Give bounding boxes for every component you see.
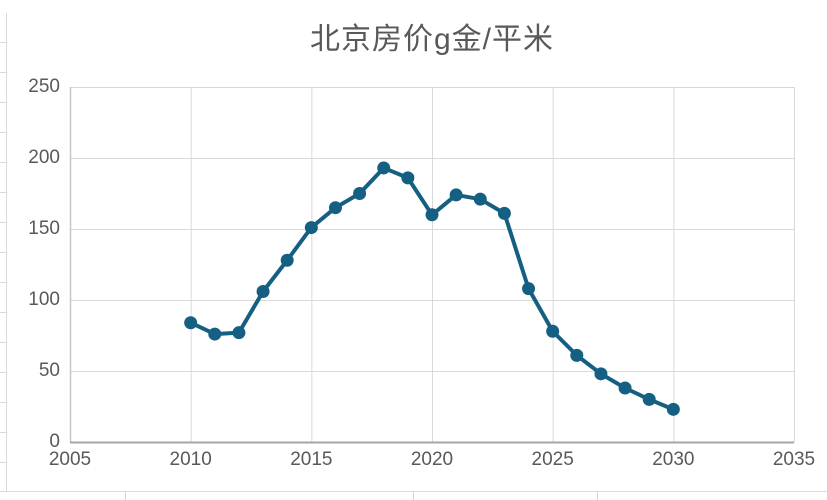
- data-point-marker[interactable]: [570, 348, 584, 362]
- x-axis-tick-label: 2030: [652, 449, 695, 470]
- y-axis-tick-label: 50: [38, 360, 60, 381]
- sheet-column-gridline: [597, 492, 598, 500]
- data-point-marker[interactable]: [642, 392, 656, 406]
- sheet-bottom-gridline: [0, 491, 827, 500]
- data-point-marker[interactable]: [328, 201, 342, 215]
- x-axis-tick-label: 2005: [48, 449, 92, 470]
- data-point-marker[interactable]: [353, 187, 367, 200]
- x-axis-tick-label: 2035: [772, 449, 816, 470]
- data-point-marker[interactable]: [449, 188, 463, 202]
- y-axis-tick-label: 100: [28, 289, 60, 310]
- sheet-row-gridlines: [0, 13, 7, 492]
- sheet-column-gridline: [125, 492, 126, 500]
- data-point-marker[interactable]: [377, 161, 391, 175]
- y-axis-tick-label: 0: [49, 431, 60, 452]
- data-point-marker[interactable]: [184, 316, 198, 330]
- data-point-marker[interactable]: [232, 326, 246, 340]
- data-point-marker[interactable]: [256, 284, 270, 298]
- x-axis-tick-label: 2015: [290, 449, 333, 470]
- x-axis-tick-label: 2010: [169, 449, 212, 470]
- data-point-marker[interactable]: [304, 221, 318, 235]
- data-point-marker[interactable]: [401, 171, 415, 185]
- data-point-marker[interactable]: [497, 206, 511, 220]
- y-axis-tick-label: 200: [28, 147, 60, 168]
- data-point-marker[interactable]: [208, 327, 222, 341]
- data-point-marker[interactable]: [546, 324, 560, 338]
- y-axis-tick-label: 150: [28, 218, 60, 239]
- data-point-marker[interactable]: [666, 402, 680, 416]
- data-point-marker[interactable]: [473, 192, 487, 206]
- data-point-marker[interactable]: [594, 367, 608, 381]
- sheet-column-gridline: [413, 492, 414, 500]
- data-point-marker[interactable]: [425, 208, 439, 222]
- data-point-marker[interactable]: [280, 253, 294, 267]
- data-point-marker[interactable]: [522, 282, 536, 296]
- x-axis-tick-label: 2020: [410, 449, 454, 470]
- chart-title: 北京房价g金/平米: [309, 23, 555, 56]
- data-point-marker[interactable]: [618, 381, 632, 395]
- x-axis-tick-label: 2025: [531, 449, 574, 470]
- y-axis-tick-label: 250: [28, 76, 60, 97]
